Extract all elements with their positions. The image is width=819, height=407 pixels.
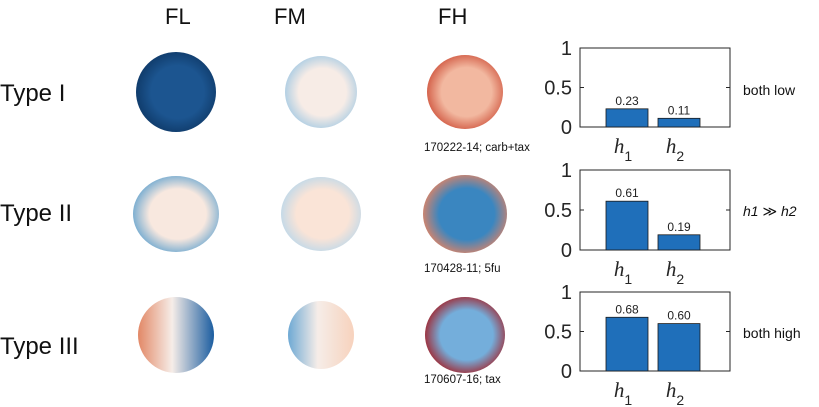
heatmap-group xyxy=(133,52,507,373)
axes-box xyxy=(579,291,731,372)
caption-row-1: 170222-14; carb+tax xyxy=(424,142,530,154)
x-tick-label-h1: h1 xyxy=(614,257,633,287)
heatmap-fm-row-1 xyxy=(285,56,357,128)
bar-h2 xyxy=(657,234,701,251)
bar-h1 xyxy=(605,108,649,128)
axes-box xyxy=(579,169,731,251)
bar-charts-group: 00.510.23h10.11h200.510.61h10.19h200.510… xyxy=(544,38,731,407)
bar-value-label-h2: 0.11 xyxy=(668,103,691,117)
heatmap-fm-row-2 xyxy=(281,177,361,251)
column-header-fm: FM xyxy=(274,4,306,29)
x-tick-label-h2: h2 xyxy=(666,134,685,164)
row-label-type-1: Type I xyxy=(0,80,66,107)
bar-value-label-h1: 0.68 xyxy=(615,302,639,316)
annotation-row-3: both high xyxy=(743,325,801,341)
y-tick-label: 0 xyxy=(561,240,572,262)
row-label-type-3: Type III xyxy=(0,333,79,360)
axes-box xyxy=(579,47,731,128)
bar-h2 xyxy=(657,323,701,372)
bar-value-label-h1: 0.23 xyxy=(615,94,639,108)
heatmap-fl-row-3 xyxy=(138,297,214,373)
heatmap-fm-row-3 xyxy=(288,301,354,369)
caption-row-2: 170428-11; 5fu xyxy=(424,263,501,275)
heatmap-fh-row-1 xyxy=(427,55,503,129)
bar-h1 xyxy=(605,316,649,372)
y-tick-label: 0.5 xyxy=(544,322,572,344)
y-tick-label: 0 xyxy=(561,117,572,139)
annotation-row-1: both low xyxy=(743,82,796,98)
heatmap-fh-row-3 xyxy=(425,297,505,373)
bar-value-label-h2: 0.60 xyxy=(667,309,691,323)
y-tick-label: 0.5 xyxy=(544,200,572,222)
y-tick-label: 1 xyxy=(561,160,572,182)
heatmap-fh-row-2 xyxy=(423,175,507,253)
heatmap-fl-row-2 xyxy=(133,176,219,252)
row-label-type-2: Type II xyxy=(0,200,73,227)
bar-chart-row-2: 0 0.5 1 0.61 h1 0.19 h2 xyxy=(544,160,731,287)
x-tick-label-h1: h1 xyxy=(614,378,633,407)
column-header-fh: FH xyxy=(438,4,468,29)
annotation-row-2: h1 ≫ h2 xyxy=(743,203,797,219)
heatmap-fl-row-1 xyxy=(136,52,216,132)
y-tick-label: 1 xyxy=(561,38,572,60)
bar-chart-row-1: 0 0.5 1 0.23 h1 0.11 h2 xyxy=(544,38,731,164)
bar-value-label-h2: 0.19 xyxy=(667,220,691,234)
y-tick-label: 1 xyxy=(561,282,572,304)
y-tick-label: 0.5 xyxy=(544,78,572,100)
column-header-fl: FL xyxy=(165,4,191,29)
bar-h1 xyxy=(605,200,649,251)
x-tick-label-h1: h1 xyxy=(614,134,633,164)
x-tick-label-h2: h2 xyxy=(666,378,685,407)
caption-row-3: 170607-16; tax xyxy=(424,374,501,386)
x-tick-label-h2: h2 xyxy=(666,257,685,287)
y-tick-label: 0 xyxy=(561,361,572,383)
bar-h2 xyxy=(657,117,701,128)
bar-chart-row-3: 0 0.5 1 0.68 h1 0.60 h2 xyxy=(544,282,731,407)
bar-value-label-h1: 0.61 xyxy=(615,186,639,200)
